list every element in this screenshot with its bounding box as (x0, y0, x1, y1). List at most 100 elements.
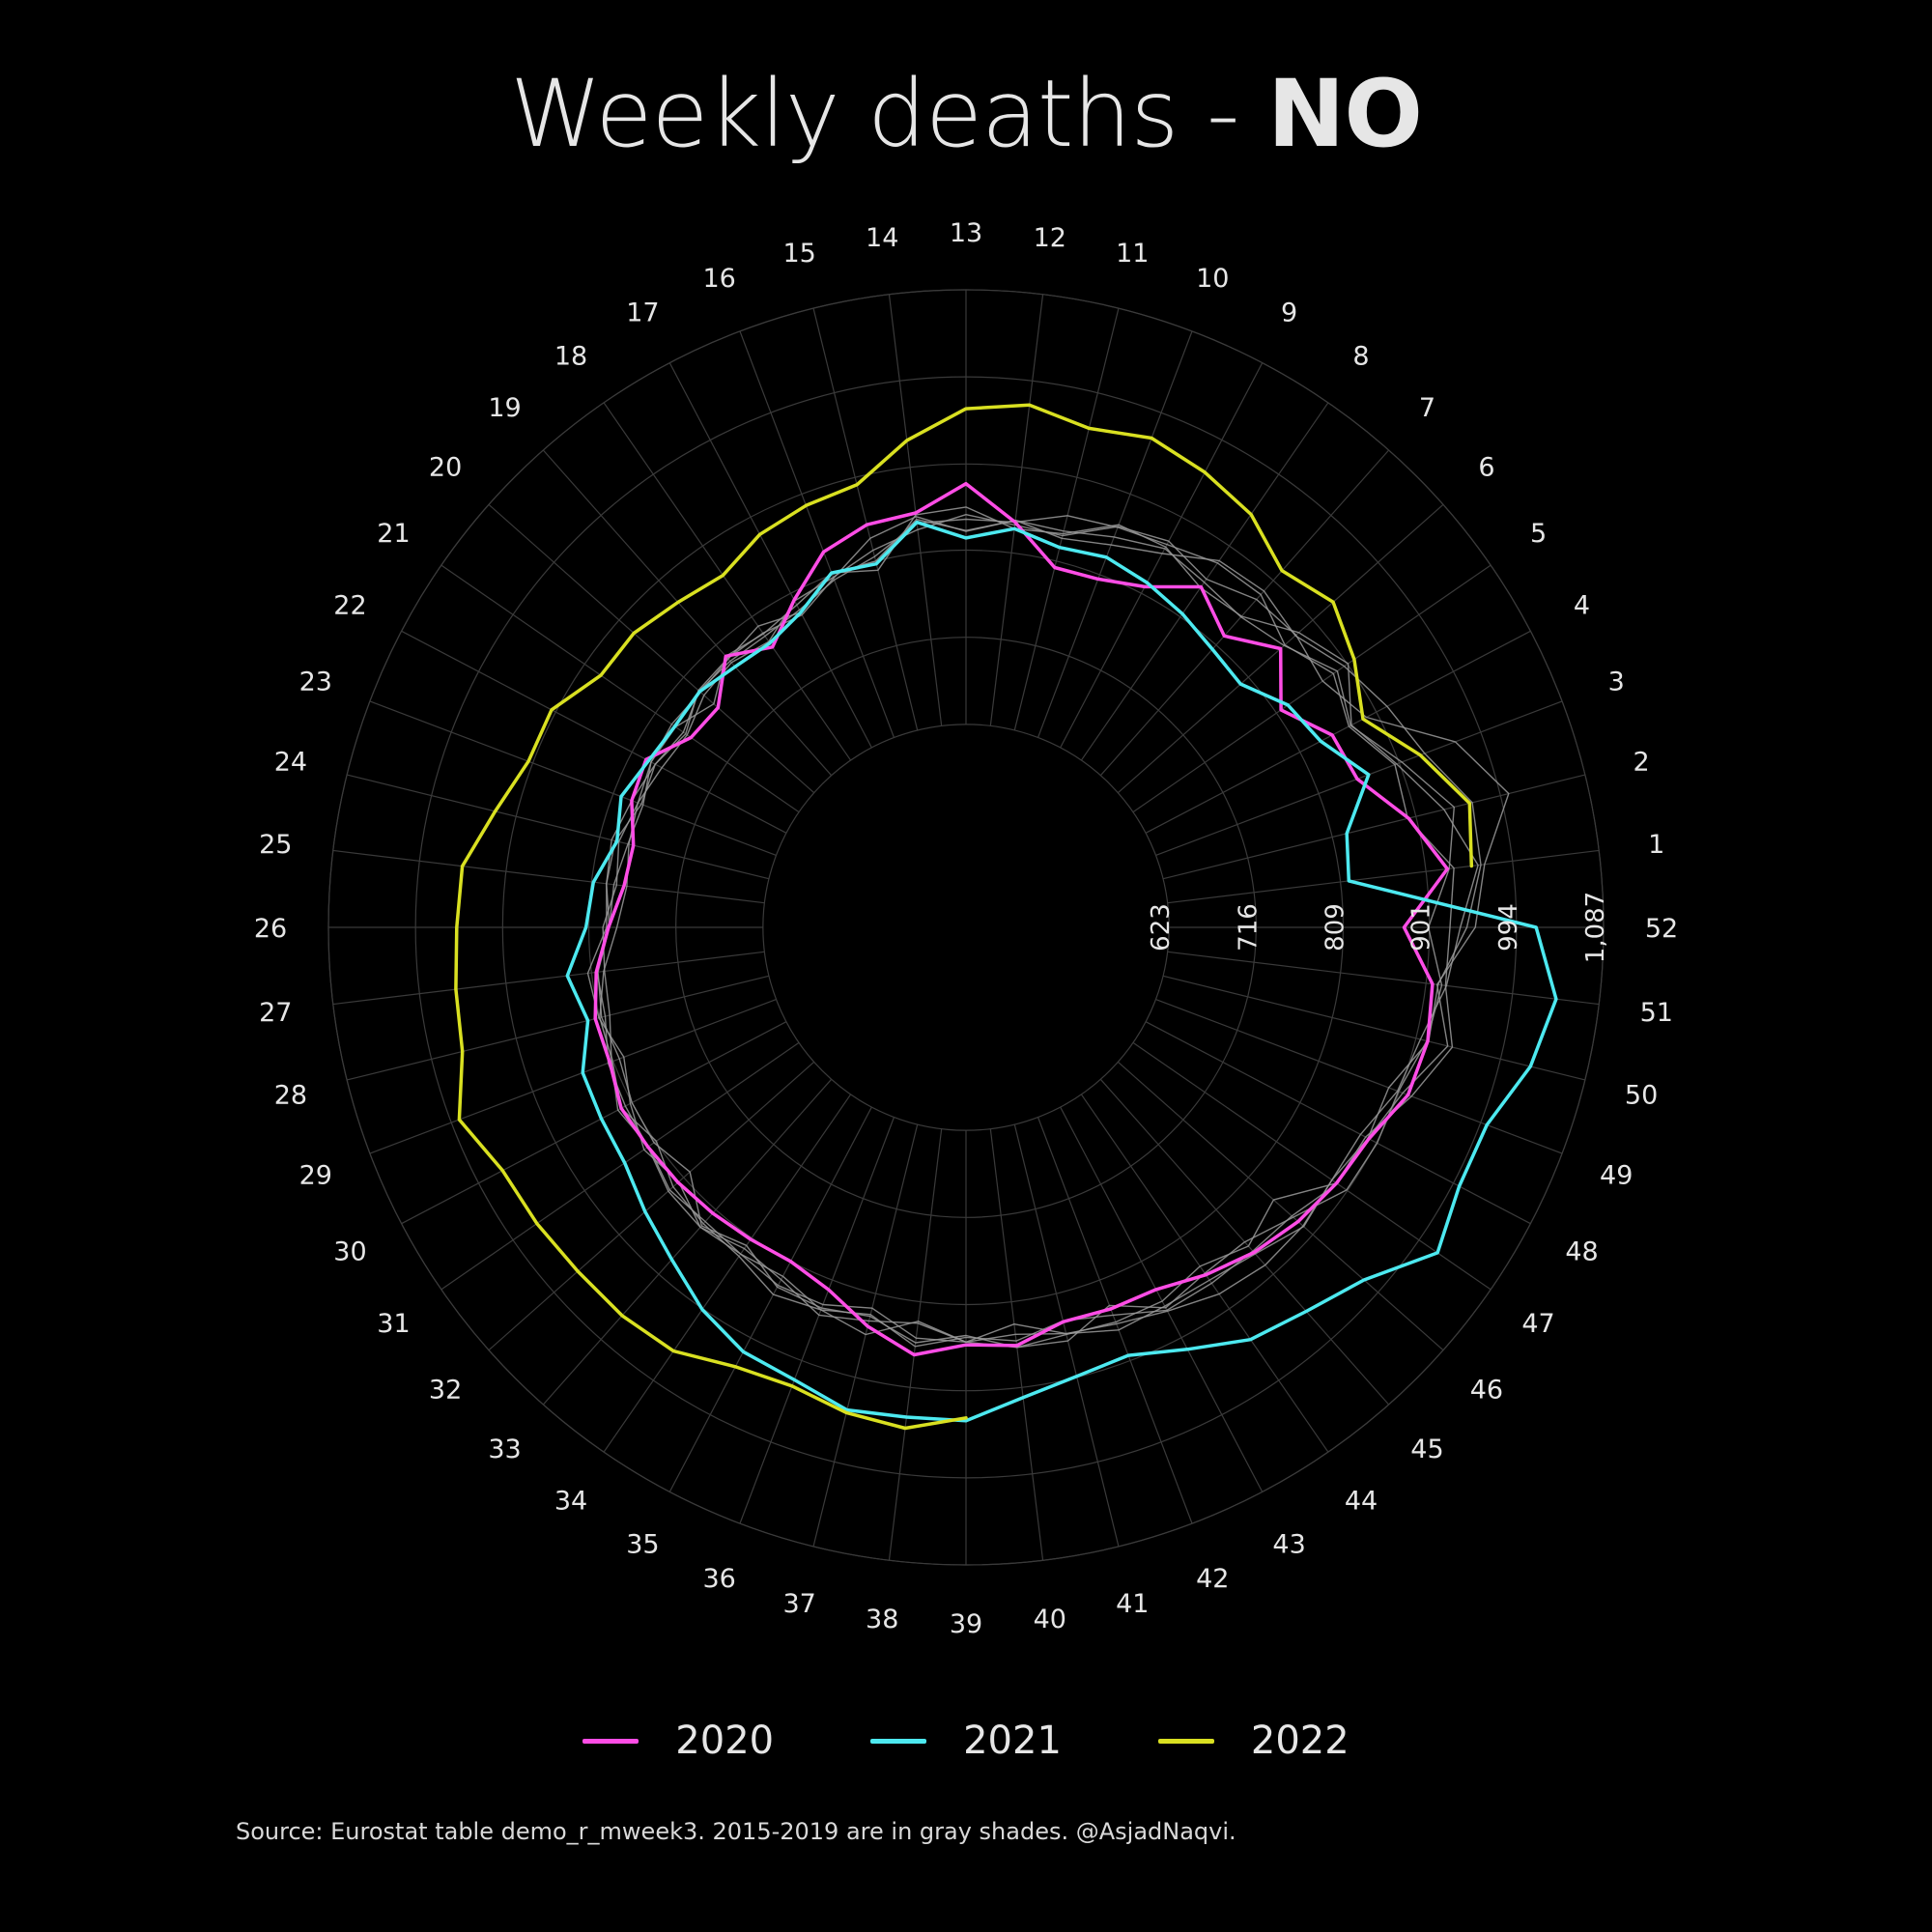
week-tick-label: 38 (866, 1605, 898, 1634)
angular-gridline (1099, 449, 1390, 777)
week-tick-label: 2 (1633, 748, 1649, 778)
angular-gridline (1132, 564, 1492, 813)
week-tick-label: 14 (866, 223, 898, 253)
week-tick-label: 39 (950, 1609, 982, 1639)
radial-tick-label: 901 (1407, 903, 1436, 952)
highlight-series-layer (454, 403, 1558, 1431)
week-tick-label: 17 (626, 298, 659, 327)
week-tick-label: 10 (1196, 264, 1229, 294)
angular-gridline (1060, 1106, 1264, 1492)
angular-gridline (888, 294, 943, 726)
angular-gridline (1132, 1041, 1492, 1291)
radial-tick-label: 994 (1494, 903, 1523, 952)
angular-gridline (989, 294, 1044, 726)
week-tick-label: 32 (429, 1375, 462, 1405)
week-tick-label: 44 (1345, 1487, 1378, 1517)
week-tick-label: 21 (377, 519, 410, 549)
week-tick-label: 47 (1521, 1309, 1554, 1339)
week-tick-label: 24 (274, 748, 307, 778)
angular-gridline (332, 849, 765, 904)
week-tick-label: 5 (1530, 519, 1547, 549)
source-note: Source: Eurostat table demo_r_mweek3. 20… (236, 1818, 1236, 1845)
week-tick-label: 51 (1640, 998, 1673, 1028)
legend: 2020 2021 2022 (0, 1712, 1932, 1770)
angular-gridline (401, 630, 787, 834)
week-tick-label: 15 (783, 239, 816, 269)
week-tick-label: 40 (1034, 1605, 1066, 1634)
week-tick-label: 35 (626, 1530, 659, 1560)
title-prefix: Weekly deaths - (510, 60, 1268, 168)
series-line-2022 (454, 403, 1474, 1431)
week-tick-label: 31 (377, 1309, 410, 1339)
legend-label: 2021 (963, 1719, 1062, 1763)
axis-labels: 1234567891011121314151617181920212223242… (254, 218, 1678, 1639)
week-tick-label: 23 (299, 668, 332, 697)
week-tick-label: 27 (259, 998, 292, 1028)
week-tick-label: 20 (429, 453, 462, 483)
week-tick-label: 9 (1281, 298, 1297, 327)
angular-gridline (1145, 1021, 1531, 1225)
week-tick-label: 41 (1116, 1589, 1149, 1619)
angular-gridline (668, 362, 872, 749)
angular-gridline (888, 1128, 943, 1561)
week-tick-label: 50 (1625, 1080, 1658, 1110)
angular-gridline (347, 975, 770, 1081)
week-tick-label: 11 (1116, 239, 1149, 269)
week-tick-label: 46 (1470, 1375, 1503, 1405)
series-line-2020 (593, 481, 1450, 1357)
angular-gridline (603, 1094, 852, 1453)
week-tick-label: 12 (1034, 223, 1066, 253)
series-line-2021 (565, 520, 1558, 1423)
reference-series-line (602, 506, 1479, 1343)
week-tick-label: 45 (1410, 1435, 1443, 1464)
week-tick-label: 42 (1196, 1564, 1229, 1594)
chart-title: Weekly deaths - NO (0, 60, 1932, 168)
week-tick-label: 49 (1600, 1160, 1633, 1190)
angular-gridline (401, 1021, 787, 1225)
angular-gridline (1037, 1117, 1193, 1524)
week-tick-label: 13 (950, 218, 982, 248)
week-tick-label: 34 (554, 1487, 587, 1517)
week-tick-label: 29 (299, 1160, 332, 1190)
week-tick-label: 8 (1352, 341, 1369, 371)
reference-series-line (599, 514, 1510, 1348)
week-tick-label: 4 (1574, 590, 1590, 620)
reference-series-line (586, 515, 1455, 1349)
angular-gridline (440, 1041, 800, 1291)
angular-gridline (347, 774, 770, 880)
angular-gridline (488, 1061, 815, 1351)
angular-gridline (1162, 774, 1585, 880)
radial-tick-label: 716 (1234, 903, 1263, 952)
legend-item: 2020 (582, 1719, 774, 1763)
radial-tick-label: 809 (1321, 903, 1350, 952)
angular-gridline (488, 503, 815, 794)
reference-series-line (597, 516, 1455, 1349)
title-country: NO (1267, 60, 1423, 168)
week-tick-label: 48 (1565, 1237, 1598, 1267)
angular-gridline (603, 402, 852, 761)
legend-swatch (870, 1738, 927, 1744)
legend-item: 2022 (1157, 1719, 1350, 1763)
angular-gridline (332, 951, 765, 1006)
week-tick-label: 18 (554, 341, 587, 371)
angular-gridline (1145, 630, 1531, 834)
radial-tick-label: 623 (1147, 903, 1176, 952)
angular-gridline (440, 564, 800, 813)
radial-tick-label: 1,087 (1581, 892, 1610, 963)
angular-gridline (1117, 1061, 1444, 1351)
angular-gridline (1013, 1123, 1120, 1547)
legend-item: 2021 (870, 1719, 1062, 1763)
week-tick-label: 22 (333, 590, 366, 620)
angular-gridline (542, 1078, 833, 1406)
legend-label: 2022 (1250, 1719, 1350, 1763)
angular-gridline (1013, 308, 1120, 731)
angular-gridline (1155, 998, 1563, 1154)
week-tick-label: 25 (259, 830, 292, 860)
week-tick-label: 26 (254, 914, 287, 944)
week-tick-label: 30 (333, 1237, 366, 1267)
week-tick-label: 3 (1608, 668, 1625, 697)
week-tick-label: 19 (488, 393, 521, 423)
week-tick-label: 28 (274, 1080, 307, 1110)
angular-gridline (739, 1117, 895, 1524)
angular-gridline (812, 308, 919, 731)
